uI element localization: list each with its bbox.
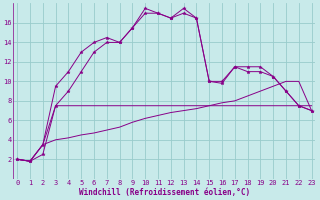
X-axis label: Windchill (Refroidissement éolien,°C): Windchill (Refroidissement éolien,°C) bbox=[79, 188, 250, 197]
